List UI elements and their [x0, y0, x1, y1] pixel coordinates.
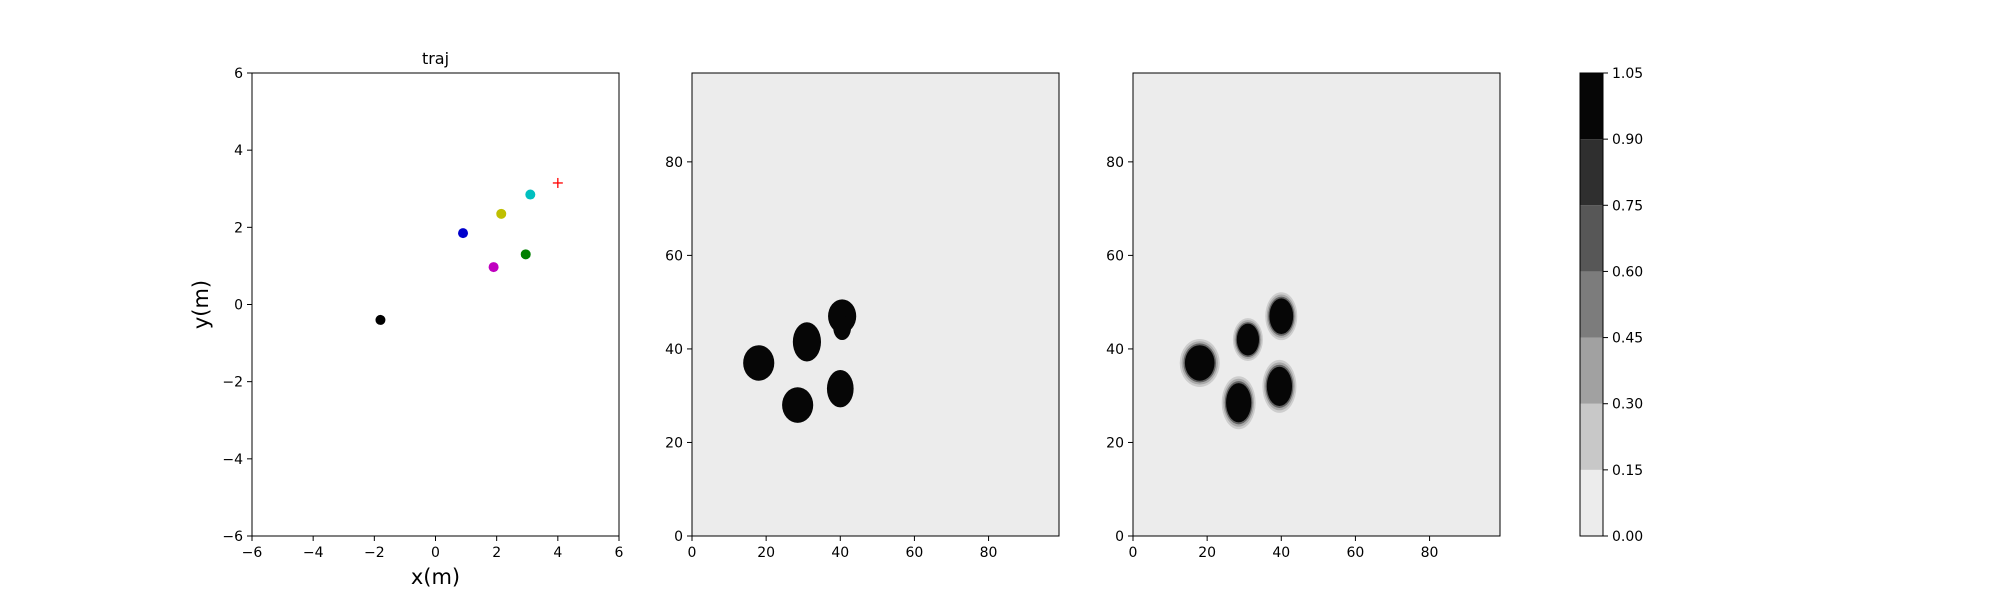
y-tick-label: 20 — [665, 435, 683, 451]
heatmap-background — [1133, 73, 1500, 536]
colorbar-tick-label: 1.05 — [1612, 66, 1643, 82]
colorbar-level — [1580, 271, 1603, 338]
occupied-blob — [782, 387, 814, 423]
x-tick-label: −2 — [364, 545, 385, 561]
y-tick-label: 40 — [1106, 342, 1124, 358]
scatter-point — [488, 262, 499, 273]
colorbar-tick-label: 0.30 — [1612, 397, 1643, 413]
x-tick-label: 6 — [615, 545, 624, 561]
y-tick-label: 0 — [674, 529, 683, 545]
y-tick-label: 60 — [1106, 248, 1124, 264]
x-tick-label: 60 — [1347, 545, 1365, 561]
y-tick-label: 0 — [1115, 529, 1124, 545]
x-tick-label: 2 — [492, 545, 501, 561]
colorbar: 0.00 0.15 0.30 0.45 0.60 0.75 0.90 1.05 — [1579, 66, 1643, 545]
colorbar-level — [1580, 337, 1603, 404]
occupancy-map-right: 0 20 40 60 80 0 20 40 60 80 — [1106, 72, 1501, 561]
plot-area — [252, 73, 619, 536]
y-tick-label: −2 — [222, 375, 243, 391]
y-tick-label: 4 — [234, 143, 243, 159]
occupied-blob — [833, 315, 852, 341]
occupied-blob — [1266, 366, 1293, 406]
heatmap-cells — [743, 299, 857, 423]
x-tick-label: 40 — [1272, 545, 1290, 561]
heatmap-background — [692, 73, 1059, 536]
colorbar-level — [1580, 139, 1603, 206]
axes-frame — [691, 72, 1060, 537]
scatter-point — [525, 189, 536, 200]
occupied-blob — [792, 322, 822, 362]
colorbar-level — [1580, 403, 1603, 470]
scatter-point — [496, 208, 507, 219]
x-tick-label: 80 — [1421, 545, 1439, 561]
colorbar-tick-label: 0.75 — [1612, 198, 1643, 214]
scatter-point — [520, 249, 531, 260]
plot-title: traj — [422, 49, 449, 68]
occupancy-map-left: 0 20 40 60 80 0 20 40 60 80 — [665, 72, 1060, 561]
y-tick-label: −6 — [222, 529, 243, 545]
x-tick-label: 4 — [553, 545, 562, 561]
y-tick-label: 20 — [1106, 435, 1124, 451]
colorbar-tick-label: 0.45 — [1612, 331, 1643, 347]
x-tick-label: −6 — [242, 545, 263, 561]
y-tick-label: 6 — [234, 66, 243, 82]
colorbar-tick-label: 0.00 — [1612, 529, 1643, 545]
occupied-blob — [1269, 298, 1294, 334]
colorbar-level — [1580, 205, 1603, 272]
goal-marker — [552, 177, 563, 188]
occupied-blob — [1226, 383, 1252, 423]
x-axis-title: x(m) — [411, 565, 460, 589]
colorbar-level — [1580, 469, 1603, 536]
colorbar-frame — [1579, 72, 1604, 537]
y-axis-title: y(m) — [189, 280, 213, 329]
x-tick-label: 80 — [980, 545, 998, 561]
x-tick-label: 0 — [1129, 545, 1138, 561]
occupied-blob — [1184, 345, 1215, 381]
colorbar-level — [1580, 73, 1603, 140]
colorbar-tick-label: 0.90 — [1612, 132, 1643, 148]
axes-frame — [1132, 72, 1501, 537]
y-tick-label: 80 — [665, 155, 683, 171]
x-tick-label: 0 — [431, 545, 440, 561]
colorbar-tick-label: 0.15 — [1612, 463, 1643, 479]
y-tick-label: 40 — [665, 342, 683, 358]
occupied-blob — [1236, 323, 1260, 356]
y-tick-label: 60 — [665, 248, 683, 264]
scatter-point — [458, 228, 469, 239]
trajectory-plot: −6 −4 −2 0 2 4 6 −6 −4 −2 0 2 4 6 traj x(m) y(m) — [189, 49, 624, 589]
heatmap-cells — [1179, 292, 1298, 430]
x-tick-label: 0 — [688, 545, 697, 561]
x-tick-label: 60 — [906, 545, 924, 561]
colorbar-tick-label: 0.60 — [1612, 264, 1643, 280]
y-tick-label: 0 — [234, 298, 243, 314]
scatter-point — [375, 314, 386, 325]
x-tick-label: −4 — [303, 545, 324, 561]
x-tick-label: 20 — [1198, 545, 1216, 561]
x-tick-label: 40 — [831, 545, 849, 561]
occupied-blob — [743, 345, 775, 381]
occupied-blob — [826, 369, 854, 408]
y-tick-label: 2 — [234, 220, 243, 236]
y-tick-label: 80 — [1106, 155, 1124, 171]
x-tick-label: 20 — [757, 545, 775, 561]
y-tick-label: −4 — [222, 452, 243, 468]
